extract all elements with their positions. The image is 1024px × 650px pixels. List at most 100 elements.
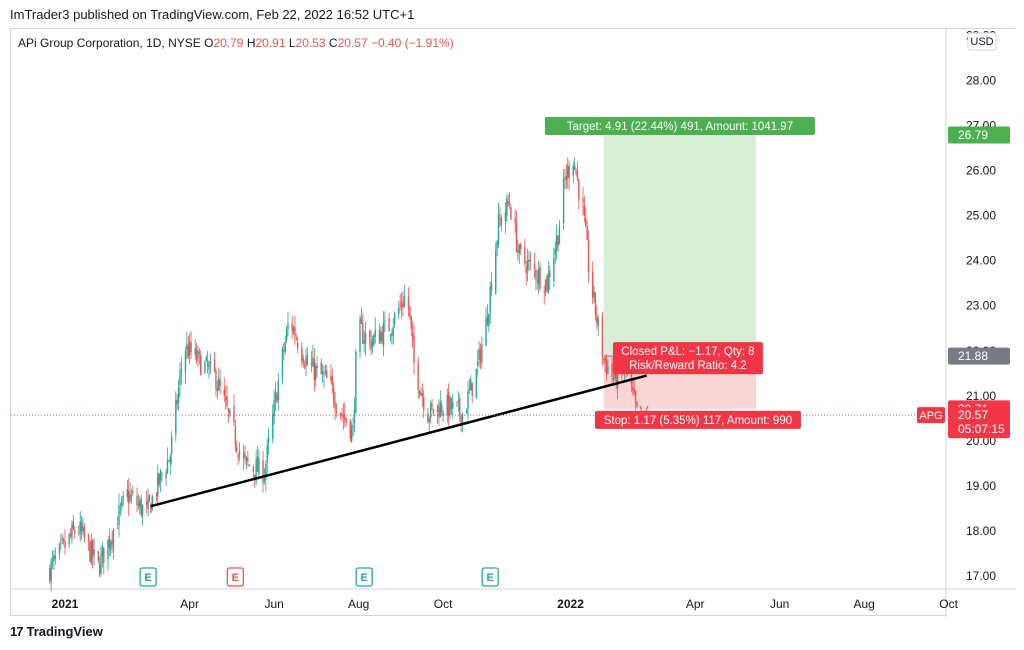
candle-body (499, 217, 501, 220)
currency-box (967, 32, 997, 51)
candle-body (292, 327, 295, 334)
candle-body (432, 408, 435, 414)
candle-body (116, 527, 119, 529)
candle-body (636, 401, 638, 407)
earnings-marker-label: E (232, 572, 239, 584)
candle-body (312, 357, 314, 367)
candle-body (291, 323, 293, 331)
candle-body (586, 226, 588, 240)
candle-body (166, 459, 169, 474)
candle-body (50, 561, 52, 582)
publish-line: ImTrader3 published on TradingView.com, … (10, 7, 415, 22)
candle-body (188, 341, 191, 356)
candle-body (198, 351, 201, 354)
candle-body (53, 555, 55, 561)
candle-body (558, 226, 561, 245)
legend-o-value: 20.79 (213, 36, 246, 50)
candle-body (418, 390, 421, 395)
candle-body (410, 315, 412, 329)
candle-body (100, 554, 102, 575)
candle-body (277, 380, 279, 401)
candle-body (165, 472, 167, 479)
candle-body (604, 357, 606, 363)
candle-body (470, 379, 472, 391)
candle-body (528, 259, 530, 262)
candle-body (364, 333, 367, 344)
candle-body (82, 526, 84, 533)
y-tick-label: 21.00 (966, 389, 996, 403)
candle-body (564, 177, 566, 179)
candle-body (242, 452, 245, 459)
candle-body (209, 361, 212, 365)
candle-body (150, 503, 152, 513)
tradingview-logo[interactable]: 17 TradingView (10, 624, 103, 639)
candle-body (175, 399, 177, 435)
candle-body (316, 365, 318, 369)
candle-body (514, 217, 516, 223)
candle-body (407, 296, 410, 308)
candle-body (139, 500, 141, 508)
candle-body (603, 358, 605, 360)
candle-body (61, 538, 63, 540)
ticker-tag-text: APG (919, 410, 942, 422)
candle-body (384, 320, 386, 322)
chart-canvas[interactable]: APi Group Corporation, 1D, NYSE O20.79 H… (11, 29, 1016, 617)
candle-body (283, 349, 285, 352)
candle-body (345, 418, 347, 423)
y-tick-label: 23.00 (966, 299, 996, 313)
candle-body (381, 331, 383, 343)
candle-body (215, 370, 217, 390)
candle-body (186, 343, 188, 350)
candle-body (526, 260, 529, 271)
candle-body (237, 454, 239, 458)
candle-body (200, 354, 202, 376)
candle-body (544, 279, 547, 292)
candle-body (107, 539, 109, 560)
legend-c-value: 20.57 (338, 36, 371, 50)
candle-body (525, 266, 527, 274)
candle-body (306, 355, 309, 365)
candle-body (141, 505, 144, 516)
candle-body (411, 332, 414, 340)
candle-body (370, 338, 372, 351)
candle-body (500, 218, 502, 226)
candle-body (461, 414, 464, 427)
candle-body (546, 275, 548, 291)
candle-body (632, 386, 634, 391)
candle-body (83, 527, 86, 538)
candle-body (169, 456, 171, 464)
candle-body (543, 291, 545, 293)
candle-body (287, 324, 289, 330)
candle-body (488, 313, 490, 327)
candle-body (398, 308, 400, 315)
candle-body (507, 201, 509, 204)
candle-body (549, 270, 551, 278)
candle-body (537, 269, 540, 284)
candle-body (352, 425, 354, 428)
candle-body (485, 318, 487, 346)
candle-body (184, 351, 187, 373)
candle-body (393, 313, 396, 325)
candle-body (355, 351, 357, 413)
candle-body (578, 179, 580, 199)
candle-body (421, 392, 424, 397)
candle-body (295, 338, 297, 340)
candle-body (582, 198, 584, 203)
candle-body (593, 291, 595, 297)
candle-body (72, 521, 75, 529)
candle-body (272, 413, 274, 440)
candle-body (108, 535, 111, 548)
candle-body (51, 558, 54, 562)
candle-body (335, 410, 338, 412)
trendline (150, 374, 648, 508)
candle-body (615, 365, 617, 386)
chart-pane[interactable]: APi Group Corporation, 1D, NYSE O20.79 H… (10, 28, 1016, 617)
candle-body (517, 249, 519, 253)
earnings-marker-icon (139, 567, 157, 587)
x-tick-label: Oct (434, 597, 453, 611)
earnings-marker-icon (226, 567, 245, 587)
candle-body (89, 541, 91, 562)
candle-body (151, 496, 153, 510)
x-tick-label: 2021 (52, 597, 79, 611)
candle-body (71, 524, 73, 540)
